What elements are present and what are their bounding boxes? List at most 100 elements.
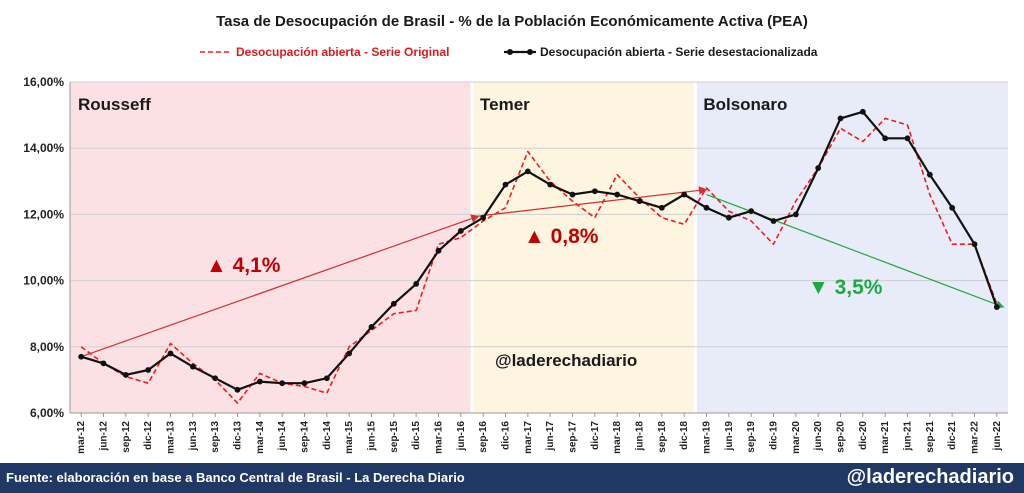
series-lines: [78, 108, 1000, 404]
x-tick-label: dic-12: [143, 421, 154, 450]
period-band-temer: [472, 82, 696, 413]
trend-arrow: [478, 186, 708, 217]
x-tick-label: mar-21: [880, 421, 891, 454]
x-tick-label: dic-21: [947, 421, 958, 450]
y-tick-label: 16,00%: [23, 75, 64, 89]
data-point: [189, 363, 196, 370]
legend: Desocupación abierta - Serie Original Des…: [200, 45, 818, 59]
x-tick-label: mar-17: [523, 421, 534, 454]
x-tick-label: mar-19: [702, 421, 713, 454]
data-point: [725, 214, 732, 221]
x-tick-label: jun-13: [188, 421, 199, 452]
data-point: [636, 198, 643, 205]
period-band-rousseff: [70, 82, 472, 413]
x-tick-label: sep-12: [121, 421, 132, 453]
data-point: [815, 165, 822, 171]
data-point: [993, 304, 1000, 310]
period-label-bolsonaro: Bolsonaro: [703, 95, 787, 114]
x-tick-label: sep-18: [657, 421, 668, 453]
data-point: [569, 191, 576, 198]
data-point: [614, 191, 621, 198]
data-point: [122, 372, 129, 378]
x-tick-label: dic-20: [858, 421, 869, 450]
period-label-temer: Temer: [480, 95, 530, 114]
x-tick-label: mar-13: [166, 421, 177, 454]
data-point: [301, 380, 308, 387]
x-tick-label: jun-12: [99, 421, 110, 452]
data-point: [547, 181, 554, 188]
x-tick-label: sep-19: [746, 421, 757, 453]
legend-marker: [507, 49, 513, 55]
data-point: [502, 181, 509, 188]
change-label: ▲ 0,8%: [524, 225, 599, 248]
x-tick-label: mar-12: [76, 421, 87, 454]
data-point: [167, 350, 174, 357]
period-bands: Rousseff Temer Bolsonaro: [70, 82, 1008, 413]
data-point: [390, 300, 397, 307]
change-label: ▼ 3,5%: [808, 276, 883, 299]
data-point: [368, 324, 375, 330]
x-tick-label: mar-15: [344, 421, 355, 454]
unemployment-chart: Tasa de Desocupación de Brasil - % de la…: [23, 13, 1008, 454]
y-tick-label: 10,00%: [23, 274, 64, 288]
data-point: [145, 367, 152, 373]
legend-label-deseasonalized: Desocupación abierta - Serie desestacion…: [540, 45, 818, 59]
x-tick-label: mar-14: [255, 421, 266, 454]
x-tick-label: jun-18: [635, 421, 646, 452]
x-axis: mar-12 jun-12 sep-12 dic-12 mar-13 jun-13 sep-…: [76, 413, 1003, 454]
data-point: [591, 188, 598, 195]
x-tick-label: jun-15: [367, 421, 378, 452]
x-tick-label: jun-16: [456, 421, 467, 452]
data-point: [681, 191, 688, 198]
data-point: [78, 353, 85, 360]
data-point: [323, 375, 330, 382]
y-tick-label: 8,00%: [30, 340, 64, 354]
data-point: [234, 386, 241, 393]
data-point: [971, 241, 978, 248]
x-tick-label: dic-16: [501, 421, 512, 450]
x-tick-label: sep-14: [300, 421, 311, 453]
data-point: [100, 360, 107, 367]
data-point: [949, 204, 956, 211]
data-point: [859, 108, 866, 115]
x-tick-label: mar-18: [612, 421, 623, 454]
data-point: [346, 350, 353, 357]
data-point: [435, 247, 442, 254]
x-tick-label: dic-14: [322, 421, 333, 450]
chart-title: Tasa de Desocupación de Brasil - % de la…: [216, 13, 808, 30]
x-tick-label: jun-19: [724, 421, 735, 452]
data-point: [837, 115, 844, 122]
change-label: ▲ 4,1%: [206, 254, 281, 277]
x-tick-label: sep-20: [836, 421, 847, 453]
x-tick-label: dic-19: [769, 421, 780, 450]
x-tick-label: jun-20: [813, 421, 824, 452]
data-point: [524, 168, 531, 175]
x-tick-label: mar-22: [970, 421, 981, 454]
x-tick-label: mar-20: [791, 421, 802, 454]
data-point: [748, 208, 755, 214]
footer-handle: @laderechadiario: [846, 466, 1014, 488]
legend-marker: [527, 49, 533, 55]
y-tick-label: 6,00%: [30, 406, 64, 420]
data-point: [212, 375, 219, 382]
y-axis: 6,00% 8,00% 10,00% 12,00% 14,00% 16,00%: [23, 75, 1008, 420]
x-tick-label: dic-15: [411, 421, 422, 450]
data-point: [926, 171, 933, 178]
data-point: [882, 135, 889, 142]
data-point: [703, 204, 710, 211]
chart-watermark: @laderechadiario: [495, 351, 637, 370]
x-tick-label: jun-14: [277, 421, 288, 452]
data-point: [770, 218, 777, 224]
data-point: [413, 281, 420, 287]
data-point: [256, 378, 263, 385]
period-label-rousseff: Rousseff: [78, 95, 151, 114]
x-tick-label: sep-17: [568, 421, 579, 453]
x-tick-label: dic-17: [590, 421, 601, 450]
x-tick-label: jun-21: [903, 421, 914, 452]
legend-label-original: Desocupación abierta - Serie Original: [236, 45, 449, 59]
x-tick-label: jun-22: [992, 421, 1003, 452]
source-note: Fuente: elaboración en base a Banco Cent…: [6, 470, 465, 485]
x-tick-label: dic-13: [233, 421, 244, 450]
x-tick-label: sep-15: [389, 421, 400, 453]
data-point: [457, 228, 464, 234]
